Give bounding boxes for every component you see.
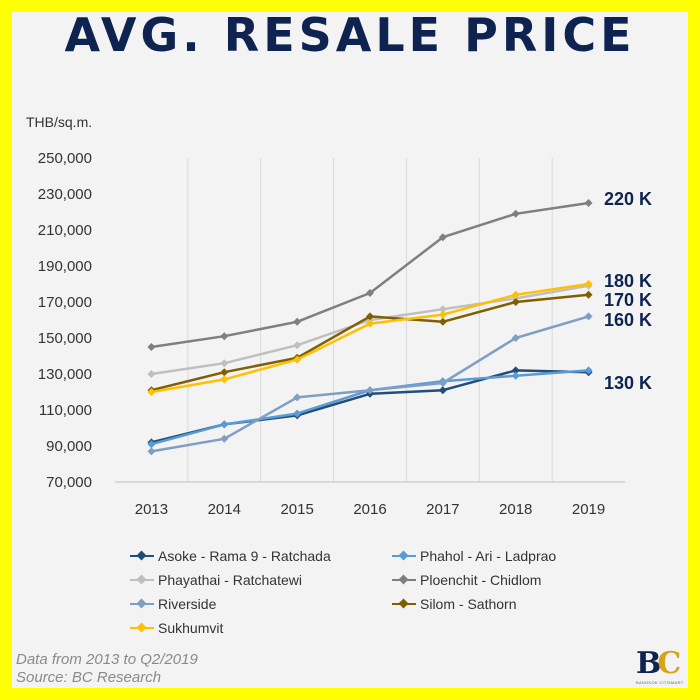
data-point — [438, 233, 447, 242]
series-line — [151, 284, 589, 376]
data-point — [584, 366, 593, 375]
y-tick-label: 150,000 — [38, 330, 92, 347]
data-point — [511, 371, 520, 380]
value-annotation: 160 K — [604, 310, 652, 330]
page-title: AVG. RESALE PRICE — [64, 8, 636, 62]
y-tick-label: 90,000 — [46, 438, 92, 455]
legend-swatch — [130, 597, 154, 611]
legend-item: Phahol - Ari - Ladprao — [392, 548, 556, 564]
series-phahol-ari-ladprao — [147, 366, 593, 449]
legend-label: Ploenchit - Chidlom — [420, 572, 542, 588]
y-tick-label: 110,000 — [39, 402, 92, 419]
data-point — [366, 289, 374, 297]
series-ploenchit-chidlom — [147, 199, 593, 351]
legend-item: Sukhumvit — [130, 620, 223, 636]
data-point — [293, 355, 302, 364]
data-point — [147, 447, 156, 456]
data-point — [366, 386, 374, 395]
y-tick-label: 130,000 — [38, 366, 92, 383]
value-annotation: 130 K — [604, 373, 652, 393]
value-annotation: 220 K — [604, 189, 652, 209]
series-silom-sathorn — [147, 290, 593, 395]
data-point — [293, 317, 302, 326]
legend-swatch — [392, 549, 416, 563]
series-sukhumvit — [147, 280, 593, 396]
footer-data-range: Data from 2013 to Q2/2019 — [16, 651, 198, 668]
x-tick-label: 2017 — [426, 501, 459, 518]
x-tick-label: 2015 — [280, 501, 313, 518]
legend-swatch — [392, 573, 416, 587]
legend-swatch — [130, 549, 154, 563]
legend-item: Ploenchit - Chidlom — [392, 572, 541, 588]
data-point — [438, 386, 447, 395]
y-axis-label: THB/sq.m. — [26, 114, 92, 130]
data-point — [147, 370, 156, 378]
data-point — [438, 317, 447, 326]
legend-label: Riverside — [158, 596, 217, 612]
data-point — [366, 312, 374, 321]
data-point — [511, 290, 520, 299]
legend-item: Asoke - Rama 9 - Ratchada — [130, 548, 331, 564]
x-tick-label: 2016 — [353, 501, 386, 518]
y-tick-label: 230,000 — [38, 186, 92, 203]
legend-label: Phayathai - Ratchatewi — [158, 572, 302, 588]
y-tick-label: 70,000 — [46, 474, 92, 491]
legend-swatch — [392, 597, 416, 611]
data-point — [147, 388, 156, 396]
y-tick-label: 250,000 — [38, 150, 92, 167]
data-point — [220, 332, 229, 341]
data-point — [147, 343, 156, 351]
legend-swatch — [130, 621, 154, 635]
data-point — [293, 341, 302, 350]
data-point — [584, 280, 593, 288]
legend-label: Asoke - Rama 9 - Ratchada — [158, 548, 331, 564]
data-point — [220, 420, 229, 429]
data-point — [511, 298, 520, 306]
x-tick-label: 2019 — [572, 501, 605, 518]
data-point — [584, 290, 593, 299]
data-point — [220, 368, 229, 377]
data-point — [220, 434, 229, 443]
data-point — [220, 375, 229, 384]
data-point — [511, 334, 520, 342]
data-point — [293, 393, 302, 402]
y-tick-label: 170,000 — [38, 294, 92, 311]
data-point — [511, 366, 520, 375]
data-point — [584, 312, 593, 321]
footer-source: Source: BC Research — [16, 669, 162, 686]
value-annotation: 180 K — [604, 271, 652, 291]
value-annotation: 170 K — [604, 290, 652, 310]
legend-item: Riverside — [130, 596, 216, 612]
x-tick-label: 2018 — [499, 501, 532, 518]
data-point — [147, 440, 156, 449]
chart-panel — [12, 12, 688, 688]
data-point — [438, 379, 447, 387]
y-tick-label: 210,000 — [38, 222, 92, 239]
y-tick-label: 190,000 — [38, 258, 92, 275]
legend-item: Phayathai - Ratchatewi — [130, 572, 302, 588]
x-tick-label: 2013 — [135, 501, 168, 518]
legend-label: Phahol - Ari - Ladprao — [420, 548, 557, 564]
data-point — [220, 359, 229, 368]
series-riverside — [147, 312, 593, 456]
data-point — [293, 409, 302, 418]
data-point — [511, 209, 520, 218]
data-point — [438, 310, 447, 319]
legend-swatch — [130, 573, 154, 587]
data-point — [584, 199, 593, 207]
logo-caption: BANGKOK CITISMART — [636, 680, 684, 685]
data-point — [438, 305, 447, 314]
legend-item: Silom - Sathorn — [392, 596, 516, 612]
data-point — [366, 319, 374, 328]
series-asoke-rama-9-ratchada — [147, 366, 593, 447]
legend-label: Sukhumvit — [158, 620, 224, 636]
footer-note: Data from 2013 to Q2/2019 Source: BC Res… — [16, 651, 198, 687]
x-tick-label: 2014 — [208, 501, 241, 518]
legend-label: Silom - Sathorn — [420, 596, 517, 612]
bc-logo: BC BANGKOK CITISMART — [636, 648, 688, 688]
